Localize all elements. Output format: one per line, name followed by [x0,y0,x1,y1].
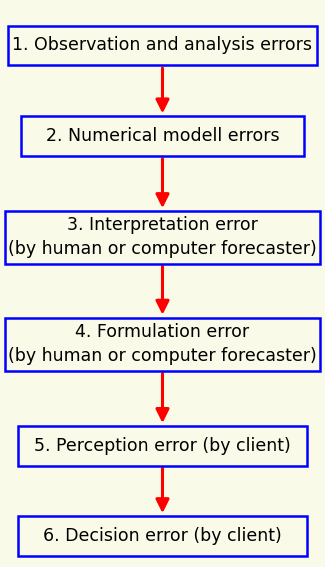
Text: 6. Decision error (by client): 6. Decision error (by client) [43,527,282,545]
Text: 4. Formulation error
(by human or computer forecaster): 4. Formulation error (by human or comput… [8,323,317,365]
Text: 5. Perception error (by client): 5. Perception error (by client) [34,437,291,455]
Text: 2. Numerical modell errors: 2. Numerical modell errors [46,127,279,145]
FancyBboxPatch shape [5,318,320,371]
FancyBboxPatch shape [21,116,304,156]
Text: 3. Interpretation error
(by human or computer forecaster): 3. Interpretation error (by human or com… [8,216,317,258]
FancyBboxPatch shape [5,211,320,264]
Text: 1. Observation and analysis errors: 1. Observation and analysis errors [12,36,313,54]
FancyBboxPatch shape [18,516,307,556]
FancyBboxPatch shape [8,26,317,65]
FancyBboxPatch shape [18,426,307,466]
